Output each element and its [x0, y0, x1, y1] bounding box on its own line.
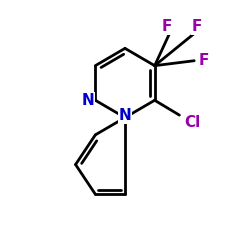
- Text: N: N: [82, 93, 94, 108]
- Text: Cl: Cl: [184, 115, 200, 130]
- Text: F: F: [162, 18, 172, 34]
- Text: F: F: [199, 53, 209, 68]
- Text: N: N: [119, 108, 132, 122]
- Text: F: F: [192, 18, 202, 34]
